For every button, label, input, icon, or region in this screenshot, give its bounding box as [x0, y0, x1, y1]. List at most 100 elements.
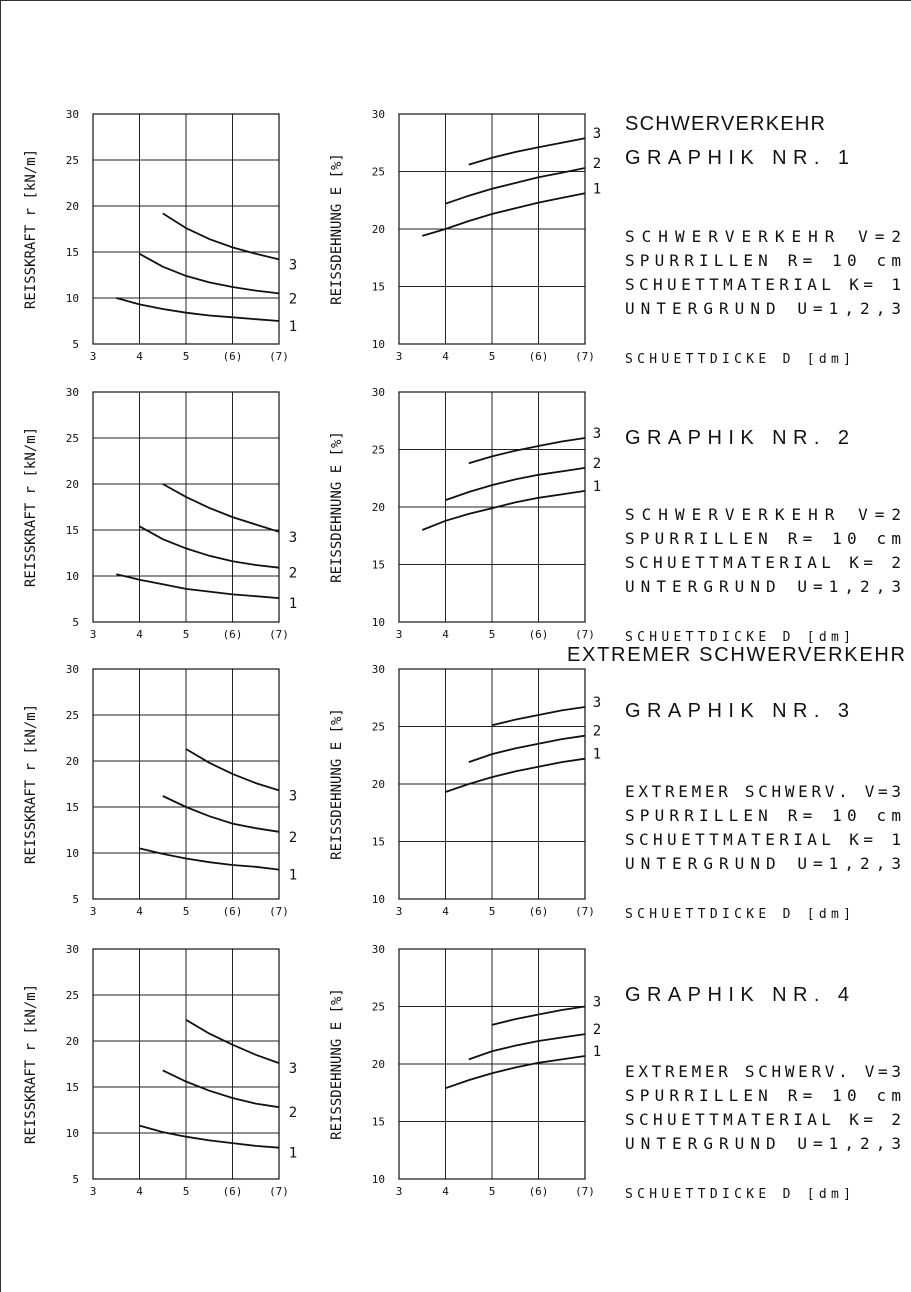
series-label: 1	[593, 1044, 601, 1060]
plot-frame	[398, 113, 586, 345]
series-label: 3	[593, 995, 601, 1011]
x-tick-label: (7)	[575, 628, 595, 641]
y-axis-label: REISSDEHNUNG E [%]	[329, 988, 345, 1140]
series-label: 1	[289, 596, 297, 612]
series-label: 1	[593, 479, 601, 495]
plot-frame	[398, 391, 586, 623]
y-tick-label: 25	[66, 989, 79, 1002]
graphik-panel-2: GRAPHIK NR. 2 SCHWERVERKEHR V=2 SPURRILLEN…	[625, 427, 901, 645]
series-line-1	[116, 573, 280, 599]
series-line-2	[445, 167, 586, 205]
series-line-3	[468, 137, 586, 166]
plot-frame	[92, 391, 280, 623]
y-tick-label: 10	[66, 292, 79, 305]
series-label: 3	[593, 426, 601, 442]
x-tick-label: 5	[183, 905, 190, 918]
graphik-panel-4: GRAPHIK NR. 4 EXTREMER SCHWERV. V=3 SPURRI…	[625, 984, 901, 1202]
parameter-line: SCHWERVERKEHR V=2	[625, 505, 901, 524]
x-tick-label: (6)	[223, 628, 243, 641]
series-line-1	[116, 297, 280, 322]
y-tick-label: 20	[372, 501, 385, 514]
series-line-2	[162, 1069, 280, 1109]
y-tick-label: 25	[372, 1001, 385, 1014]
x-tick-label: (7)	[575, 905, 595, 918]
series-line-2	[468, 734, 586, 763]
y-tick-label: 20	[66, 478, 79, 491]
x-tick-label: 4	[136, 905, 143, 918]
x-tick-label: 4	[136, 1185, 143, 1198]
parameter-line: UNTERGRUND U=1,2,3	[625, 577, 901, 596]
plot-frame	[92, 113, 280, 345]
y-axis-label: REISSDEHNUNG E [%]	[329, 708, 345, 860]
x-tick-label: 3	[396, 628, 403, 641]
series-line-1	[445, 1055, 586, 1090]
x-tick-label: 3	[90, 905, 97, 918]
y-tick-label: 30	[66, 663, 79, 676]
y-tick-label: 10	[372, 616, 385, 629]
y-axis-label: REISSKRAFT r [kN/m]	[23, 984, 39, 1144]
parameter-line: SPURRILLEN R= 10 cm	[625, 251, 901, 270]
x-tick-label: 5	[489, 1185, 496, 1198]
chart-4: 10 15 20 25 30 3 4 5 (6) (7) REISSDEHNUNG E [%] 1 2 3	[329, 386, 601, 641]
x-tick-label: (6)	[223, 350, 243, 363]
y-tick-label: 10	[66, 847, 79, 860]
parameter-line: SCHWERVERKEHR V=2	[625, 227, 901, 246]
x-tick-label: 3	[396, 905, 403, 918]
x-tick-label: 5	[489, 905, 496, 918]
plot-frame	[92, 948, 280, 1180]
series-line-3	[491, 706, 586, 727]
x-tick-label: 4	[442, 905, 449, 918]
series-line-1	[445, 757, 586, 793]
y-tick-label: 15	[372, 559, 385, 572]
series-label: 2	[593, 1022, 601, 1038]
parameter-line: SCHUETTMATERIAL K= 2	[625, 553, 901, 572]
y-tick-label: 30	[372, 386, 385, 399]
y-tick-label: 15	[66, 801, 79, 814]
graphik-title: GRAPHIK NR. 1	[625, 147, 849, 169]
x-axis-label: SCHUETTDICKE D [dm]	[625, 1187, 851, 1202]
y-tick-label: 15	[66, 524, 79, 537]
series-label: 1	[289, 319, 297, 335]
x-tick-label: (6)	[529, 905, 549, 918]
x-tick-label: 5	[183, 350, 190, 363]
x-tick-label: (6)	[529, 350, 549, 363]
series-label: 3	[593, 126, 601, 142]
plot-frame	[398, 668, 586, 900]
parameter-line: SPURRILLEN R= 10 cm	[625, 806, 901, 825]
series-label: 3	[289, 257, 297, 273]
graphik-panel-3: EXTREMER SCHWERVERKEHR GRAPHIK NR. 3 EXTRE…	[567, 644, 905, 922]
y-tick-label: 10	[372, 893, 385, 906]
y-tick-label: 25	[66, 154, 79, 167]
series-label: 1	[593, 747, 601, 763]
x-tick-label: 5	[489, 350, 496, 363]
series-line-1	[422, 192, 586, 237]
y-tick-label: 20	[66, 1035, 79, 1048]
y-tick-label: 25	[66, 709, 79, 722]
y-tick-label: 5	[72, 616, 79, 629]
plot-frame	[92, 668, 280, 900]
series-label: 2	[593, 724, 601, 740]
y-tick-label: 5	[72, 1173, 79, 1186]
series-line-2	[468, 1033, 586, 1061]
y-tick-label: 15	[66, 246, 79, 259]
parameter-line: SCHUETTMATERIAL K= 1	[625, 275, 901, 294]
y-tick-label: 15	[372, 281, 385, 294]
series-line-3	[468, 437, 586, 465]
x-tick-label: 4	[442, 1185, 449, 1198]
y-tick-label: 25	[372, 444, 385, 457]
x-tick-label: (7)	[269, 628, 289, 641]
x-axis-label: SCHUETTDICKE D [dm]	[625, 907, 851, 922]
series-line-3	[162, 483, 280, 533]
y-tick-label: 30	[66, 943, 79, 956]
series-line-2	[162, 795, 280, 833]
y-tick-label: 5	[72, 338, 79, 351]
chart-3: 5 10 15 20 25 30 3 4 5 (6) (7) REISSKRAFT r [kN/m] 1…	[23, 386, 297, 641]
x-axis-label: SCHUETTDICKE D [dm]	[625, 630, 851, 645]
y-tick-label: 10	[372, 1173, 385, 1186]
y-tick-label: 25	[372, 166, 385, 179]
series-label: 1	[593, 181, 601, 197]
x-tick-label: 5	[183, 628, 190, 641]
y-tick-label: 10	[372, 338, 385, 351]
panel-heading: SCHWERVERKEHR	[625, 113, 825, 135]
